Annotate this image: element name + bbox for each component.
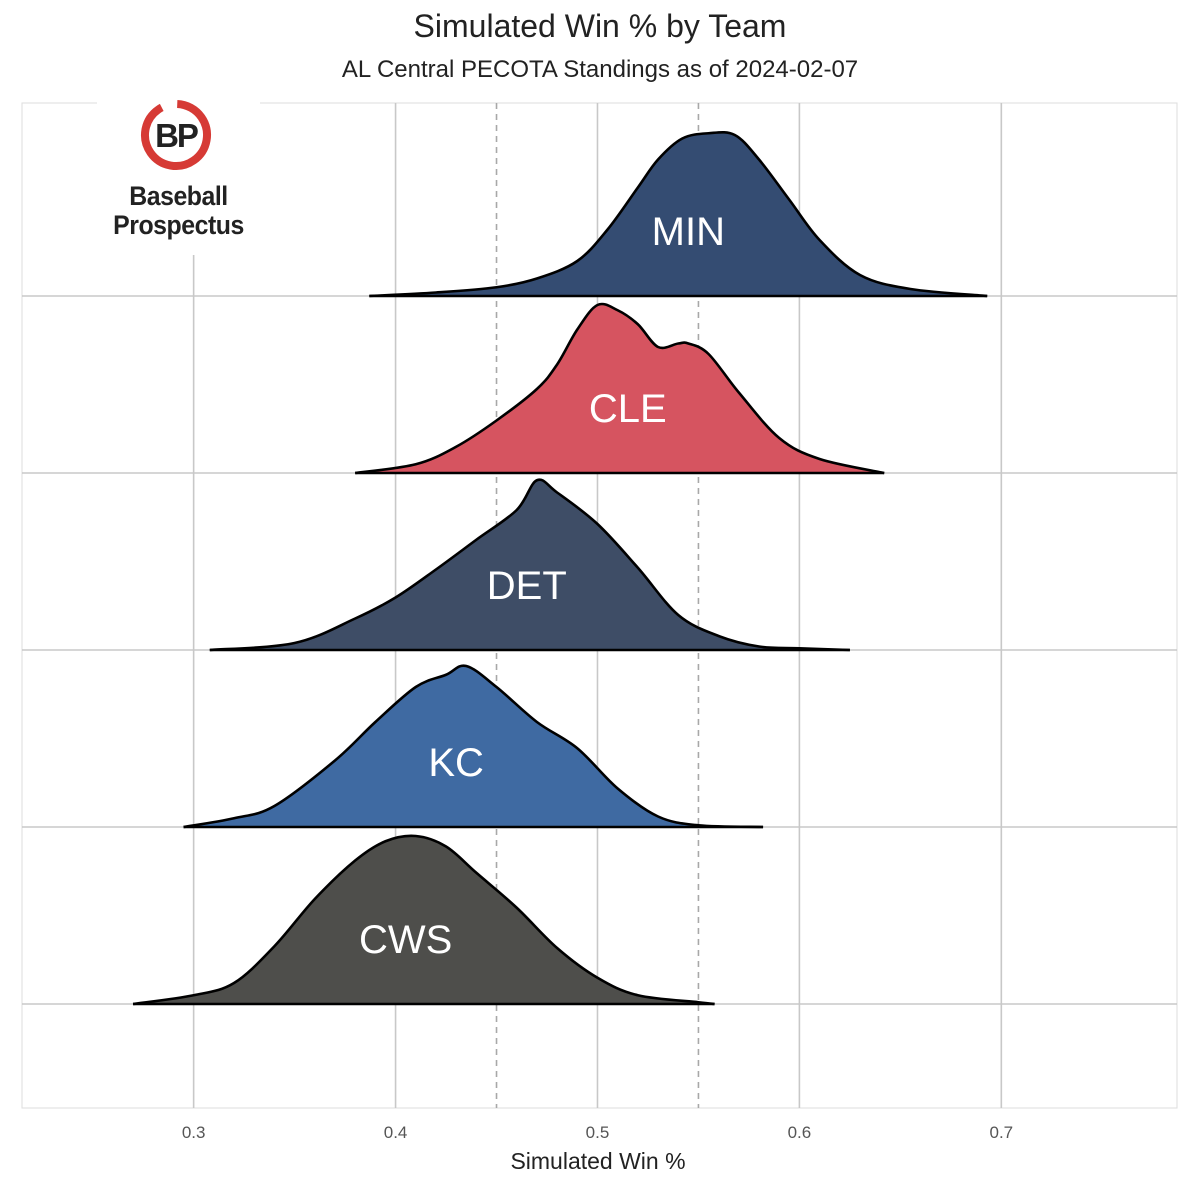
x-tick-label: 0.7 xyxy=(990,1123,1014,1142)
ridge-outline xyxy=(369,130,988,298)
ridge-label-cws: CWS xyxy=(359,918,452,962)
ridge-outline xyxy=(132,834,715,1006)
ridge-area xyxy=(183,665,764,827)
x-tick-label: 0.4 xyxy=(384,1123,408,1142)
svg-text:BP: BP xyxy=(155,117,198,154)
x-axis: 0.3 0.4 0.5 0.6 0.7 xyxy=(182,1123,1013,1142)
ridge-area xyxy=(209,479,850,650)
chart-title: Simulated Win % by Team xyxy=(413,8,787,44)
ridge-outline xyxy=(209,478,850,652)
ridge-layer: MIN CLE DET KC CWS xyxy=(132,130,988,1006)
ridge-det: DET xyxy=(209,478,850,652)
ridge-label-cle: CLE xyxy=(589,387,667,431)
ridge-area xyxy=(355,303,885,473)
x-tick-label: 0.5 xyxy=(586,1123,610,1142)
ridge-outline xyxy=(183,664,764,829)
ridge-kc: KC xyxy=(183,664,764,829)
x-tick-label: 0.3 xyxy=(182,1123,206,1142)
logo-wordmark: Baseball Prospectus xyxy=(113,181,244,240)
ridge-min: MIN xyxy=(369,130,988,298)
bp-badge-icon: BP xyxy=(141,100,211,170)
ridge-outline xyxy=(354,302,885,475)
baseball-prospectus-logo: BP Baseball Prospectus xyxy=(97,90,260,255)
ridge-cle: CLE xyxy=(354,302,885,475)
ridge-area xyxy=(133,835,715,1004)
ridge-label-min: MIN xyxy=(652,210,725,254)
ridge-cws: CWS xyxy=(132,834,715,1006)
chart-subtitle: AL Central PECOTA Standings as of 2024-0… xyxy=(341,56,859,83)
x-axis-title: Simulated Win % xyxy=(510,1148,685,1174)
ridge-label-det: DET xyxy=(487,564,567,608)
x-tick-label: 0.6 xyxy=(788,1123,812,1142)
ridge-label-kc: KC xyxy=(428,741,484,785)
